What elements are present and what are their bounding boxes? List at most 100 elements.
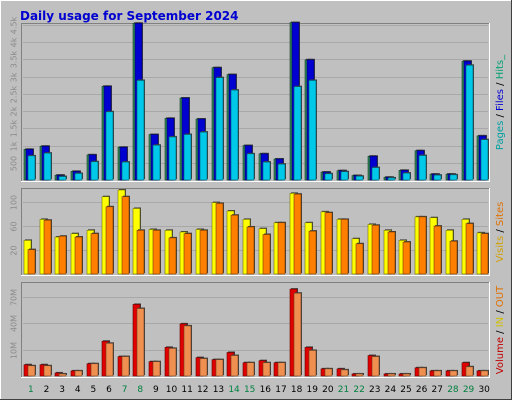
x-tick-label: 27 xyxy=(432,385,443,395)
bar-out-day-8 xyxy=(136,307,145,377)
bar-out-day-3 xyxy=(58,372,67,377)
bar-out-day-19 xyxy=(308,349,317,377)
bar-pages-day-28 xyxy=(449,173,458,181)
x-tick-label: 25 xyxy=(400,385,411,395)
bar-out-day-6 xyxy=(105,342,114,377)
bar-out-day-17 xyxy=(277,361,286,377)
x-tick-label: 30 xyxy=(478,385,490,395)
bar-out-day-5 xyxy=(90,362,99,377)
bar-pages-day-22 xyxy=(355,175,364,181)
x-tick-label: 7 xyxy=(122,385,128,395)
bar-pages-day-29 xyxy=(465,64,474,181)
bar-pages-day-24 xyxy=(387,176,396,181)
bar-out-day-13 xyxy=(215,358,224,377)
bar-out-day-15 xyxy=(246,361,255,377)
bar-out-day-25 xyxy=(402,372,411,377)
legend-entry: OUT xyxy=(495,285,506,307)
bar-sites-day-5 xyxy=(90,232,99,275)
legend-entry: / xyxy=(495,79,506,89)
y-tick-label: 2k xyxy=(10,106,19,116)
bar-out-day-23 xyxy=(371,355,380,377)
y-tick-label: 20 xyxy=(10,245,19,255)
bar-out-day-11 xyxy=(183,324,192,377)
legend-entry: Pages xyxy=(495,121,506,150)
bar-sites-day-8 xyxy=(136,229,145,275)
bar-out-day-10 xyxy=(168,347,177,377)
y-tick-label: 40M xyxy=(10,315,19,332)
legend-entry: / xyxy=(495,307,506,317)
legend-entry: Volume xyxy=(495,337,506,374)
x-tick-label: 16 xyxy=(260,385,272,395)
x-tick-label: 10 xyxy=(166,385,178,395)
bar-out-day-16 xyxy=(262,361,271,377)
bar-pages-day-21 xyxy=(340,170,349,181)
bar-pages-day-2 xyxy=(43,152,52,181)
bar-out-day-21 xyxy=(340,368,349,377)
x-tick-label: 26 xyxy=(416,385,428,395)
y-tick-label: 4.5k xyxy=(10,16,19,34)
y-tick-label: 3.5k xyxy=(10,50,19,68)
bar-out-day-7 xyxy=(121,355,130,377)
bar-out-day-14 xyxy=(230,354,239,377)
bar-sites-day-15 xyxy=(246,225,255,275)
x-tick-label: 17 xyxy=(275,385,286,395)
x-tick-label: 29 xyxy=(463,385,475,395)
y-tick-label: 3k xyxy=(10,72,19,82)
x-tick-label: 12 xyxy=(197,385,208,395)
y-tick-label: 500 xyxy=(10,156,19,171)
bar-sites-day-23 xyxy=(371,224,380,275)
legend-volume: Volume / IN / OUT xyxy=(495,285,506,374)
x-tick-label: 1 xyxy=(28,385,34,395)
x-tick-label: 28 xyxy=(447,385,459,395)
legend-entry: / xyxy=(495,111,506,121)
bar-out-day-18 xyxy=(293,292,302,377)
bar-out-day-1 xyxy=(27,364,36,377)
bar-pages-day-19 xyxy=(308,79,317,181)
bar-pages-day-30 xyxy=(480,138,489,181)
bar-pages-day-27 xyxy=(433,174,442,181)
bar-sites-day-29 xyxy=(465,222,474,275)
x-tick-label: 23 xyxy=(369,385,380,395)
bar-sites-day-18 xyxy=(293,193,302,275)
bar-sites-day-20 xyxy=(324,211,333,275)
bar-pages-day-17 xyxy=(277,163,286,181)
bar-out-day-9 xyxy=(152,360,161,377)
bar-out-day-30 xyxy=(480,369,489,377)
bar-out-day-28 xyxy=(449,369,458,377)
bar-sites-day-7 xyxy=(121,195,130,275)
bar-sites-day-11 xyxy=(183,232,192,275)
bar-pages-day-26 xyxy=(418,154,427,181)
bar-sites-day-24 xyxy=(387,231,396,275)
bar-sites-day-9 xyxy=(152,229,161,275)
bar-sites-day-14 xyxy=(230,214,239,275)
legend-entry: Visits xyxy=(495,236,506,263)
bar-sites-day-4 xyxy=(74,236,83,275)
bar-sites-day-26 xyxy=(418,215,427,275)
bar-sites-day-6 xyxy=(105,205,114,275)
y-tick-label: 1.5k xyxy=(10,119,19,137)
x-tick-label: 5 xyxy=(90,385,96,395)
bar-sites-day-13 xyxy=(215,202,224,275)
bar-pages-day-3 xyxy=(58,175,67,181)
legend-entry: / xyxy=(495,226,506,236)
legend-entry: Files xyxy=(495,89,506,111)
bar-pages-day-7 xyxy=(121,161,130,181)
bar-sites-day-3 xyxy=(58,235,67,275)
bar-sites-day-1 xyxy=(27,248,36,275)
legend-entry: Hits_ xyxy=(495,54,506,79)
x-tick-label: 11 xyxy=(181,385,192,395)
bar-pages-day-4 xyxy=(74,172,83,181)
bar-sites-day-25 xyxy=(402,241,411,275)
bar-sites-day-28 xyxy=(449,240,458,275)
bar-pages-day-15 xyxy=(246,152,255,181)
bar-pages-day-5 xyxy=(90,160,99,181)
bar-out-day-26 xyxy=(418,366,427,377)
bar-out-day-4 xyxy=(74,369,83,377)
bar-out-day-22 xyxy=(355,372,364,377)
bar-pages-day-10 xyxy=(168,135,177,181)
bar-pages-day-1 xyxy=(27,154,36,181)
x-tick-label: 8 xyxy=(137,385,143,395)
x-tick-label: 18 xyxy=(291,385,303,395)
panel-pages-files-hits: 4.5k 4k 3.5k 3k 2.5k 2k 1.5k 1k 500 xyxy=(10,16,490,182)
